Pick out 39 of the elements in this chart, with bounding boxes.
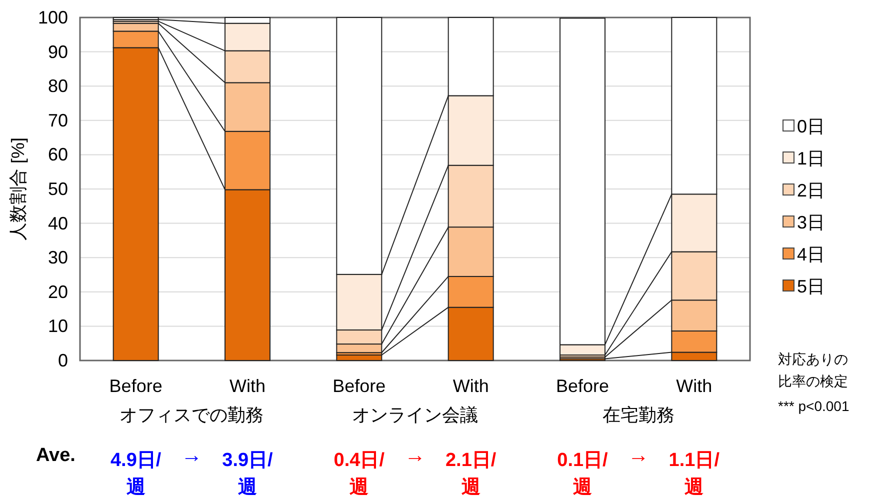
text: *** p<0.001 xyxy=(778,398,850,414)
y-tick-label: 90 xyxy=(48,42,68,62)
y-tick-label: 100 xyxy=(38,8,68,28)
x-tick-label: Before xyxy=(556,376,610,396)
text: 0日 xyxy=(797,116,826,136)
text: → xyxy=(626,444,650,468)
text: オフィスでの勤務 xyxy=(118,404,265,427)
legend-label: 4日 xyxy=(797,244,826,264)
legend-label: 3日 xyxy=(797,212,826,232)
legend-label: 2日 xyxy=(797,180,826,200)
x-tick-label: Before xyxy=(332,376,386,396)
x-tick-label: With xyxy=(452,376,489,396)
y-tick-label: 40 xyxy=(48,213,68,234)
y-tick-label: 20 xyxy=(48,282,68,302)
legend-label: 1日 xyxy=(797,148,826,168)
y-tick-label: 30 xyxy=(48,248,68,268)
text: 0.4日/週 xyxy=(332,449,386,498)
x-tick-label: Before xyxy=(109,376,162,396)
text: 在宅勤務 xyxy=(601,404,676,427)
text: 3.9日/週 xyxy=(221,449,274,498)
text: オンライン会議 xyxy=(351,404,479,427)
y-axis-title: 人数割合 [%] xyxy=(8,137,28,241)
y-tick-label: 70 xyxy=(48,110,68,130)
y-tick-label: 80 xyxy=(48,76,68,96)
y-tick-label: 10 xyxy=(48,316,68,336)
y-tick-label: 60 xyxy=(48,144,68,165)
text: Ave. xyxy=(36,445,76,467)
text: → xyxy=(180,444,204,468)
y-tick-label: 50 xyxy=(48,179,68,199)
text: → xyxy=(404,444,426,468)
text: 4.9日/週 xyxy=(109,449,162,498)
y-tick-label: 0 xyxy=(58,350,68,370)
text: 0.1日/週 xyxy=(556,449,609,498)
legend-label: 5日 xyxy=(797,276,826,296)
text: 2.1日/週 xyxy=(444,449,498,498)
x-tick-label: With xyxy=(230,376,266,396)
x-tick-label: With xyxy=(676,376,712,396)
text: 対応ありの比率の検定 xyxy=(778,350,849,391)
text: 1.1日/週 xyxy=(668,449,720,498)
